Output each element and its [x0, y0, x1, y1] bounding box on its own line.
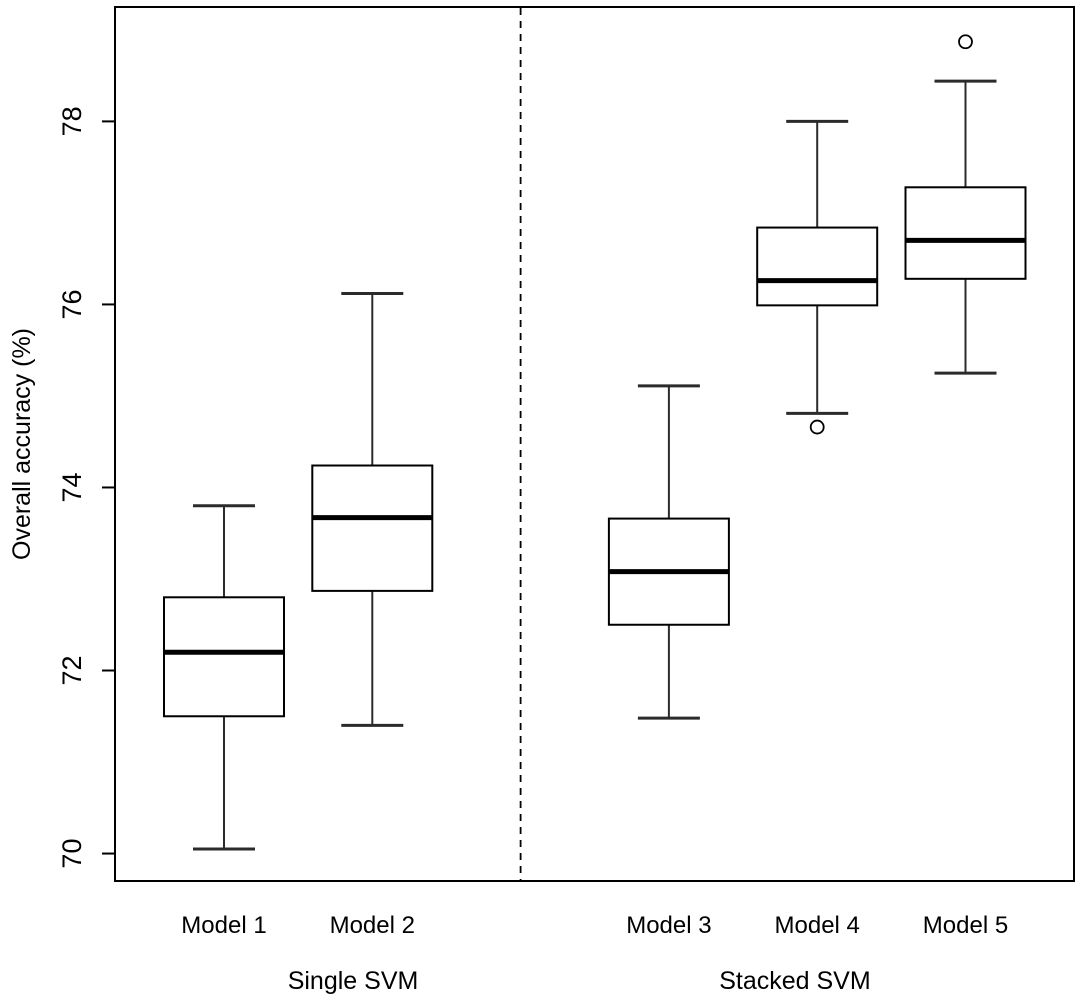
iqr-box — [904, 186, 1027, 280]
boxplot-model-3 — [607, 384, 730, 720]
iqr-box — [756, 226, 879, 307]
group-label: Stacked SVM — [719, 967, 870, 995]
outlier-point — [958, 34, 973, 50]
x-tick-label-model-4: Model 4 — [775, 912, 860, 939]
iqr-box — [311, 464, 434, 592]
x-tick-label-model-1: Model 1 — [181, 912, 266, 939]
y-tick-label: 72 — [57, 655, 87, 685]
x-tick-label-model-3: Model 3 — [626, 912, 711, 939]
boxplot-model-1 — [163, 504, 285, 851]
group-label: Single SVM — [288, 967, 419, 995]
boxplot-model-5 — [904, 34, 1027, 375]
boxplot-model-2 — [311, 291, 434, 727]
y-axis-title: Overall accuracy (%) — [8, 328, 36, 560]
x-tick-label-model-5: Model 5 — [923, 912, 1008, 939]
y-tick-label: 74 — [57, 472, 87, 502]
y-tick-label: 78 — [57, 106, 87, 136]
iqr-box — [163, 596, 285, 718]
boxplot-model-4 — [756, 119, 879, 435]
y-tick-label: 70 — [57, 839, 87, 869]
outlier-point — [809, 419, 825, 435]
y-tick-label: 76 — [57, 289, 87, 319]
x-tick-label-model-2: Model 2 — [330, 912, 415, 939]
plot-frame — [114, 6, 1075, 882]
